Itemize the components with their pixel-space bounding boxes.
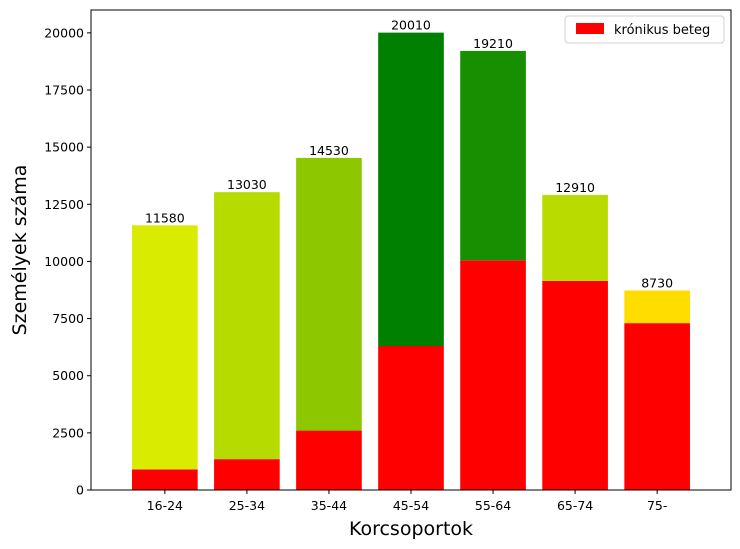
bar-kronikus-45-54 — [378, 346, 444, 490]
bar-kronikus-25-34 — [214, 459, 280, 490]
y-tick-label-2500: 2500 — [52, 425, 84, 440]
legend-label-kronikus: krónikus beteg — [614, 23, 710, 38]
y-tick-label-5000: 5000 — [52, 368, 84, 383]
bar-remainder-55-64 — [460, 50, 526, 261]
data-label-75-: 8730 — [641, 275, 673, 290]
x-tick-label-55-64: 55-64 — [475, 498, 511, 513]
data-label-16-24: 11580 — [145, 210, 185, 225]
plot-frame — [90, 9, 732, 491]
x-tick-label-35-44: 35-44 — [311, 498, 347, 513]
bar-kronikus-55-64 — [460, 260, 526, 490]
data-labels-layer: 11580 13030 14530 20010 19210 12910 8730 — [145, 18, 673, 291]
x-tick-label-75-: 75- — [647, 498, 667, 513]
data-label-65-74: 12910 — [555, 180, 595, 195]
x-axis: 16-24 25-34 35-44 45-54 55-64 65-74 75- — [147, 490, 667, 513]
bar-kronikus-75- — [624, 323, 690, 490]
x-tick-label-25-34: 25-34 — [229, 498, 265, 513]
y-tick-label-7500: 7500 — [52, 311, 84, 326]
data-label-35-44: 14530 — [309, 143, 349, 158]
bar-remainder-35-44 — [296, 157, 362, 431]
y-tick-label-12500: 12500 — [44, 197, 84, 212]
bar-kronikus-65-74 — [542, 280, 608, 490]
y-tick-label-17500: 17500 — [44, 83, 84, 98]
bar-remainder-65-74 — [542, 194, 608, 281]
data-label-55-64: 19210 — [473, 36, 513, 51]
bar-remainder-75- — [624, 290, 690, 324]
y-tick-label-0: 0 — [76, 483, 84, 498]
legend-swatch-kronikus — [576, 23, 604, 34]
x-tick-label-45-54: 45-54 — [393, 498, 429, 513]
data-label-45-54: 20010 — [391, 18, 431, 33]
y-tick-label-10000: 10000 — [44, 254, 84, 269]
legend-box — [564, 15, 725, 44]
legend: krónikus beteg — [564, 15, 725, 44]
bar-kronikus-35-44 — [296, 430, 362, 490]
y-axis-title: Személyek száma — [9, 165, 31, 336]
y-tick-label-20000: 20000 — [44, 25, 84, 40]
bar-kronikus-16-24 — [132, 469, 198, 490]
bar-remainder-45-54 — [378, 32, 444, 346]
bar-remainder-25-34 — [214, 192, 280, 460]
bar-remainder-16-24 — [132, 225, 198, 470]
x-axis-title: Korcsoportok — [349, 518, 473, 540]
data-label-25-34: 13030 — [227, 177, 267, 192]
x-tick-label-16-24: 16-24 — [147, 498, 183, 513]
bars-layer — [132, 32, 690, 490]
x-tick-label-65-74: 65-74 — [557, 498, 593, 513]
y-tick-label-15000: 15000 — [44, 140, 84, 155]
y-axis: 0 2500 5000 7500 10000 12500 15000 17500 20000 — [44, 25, 91, 498]
